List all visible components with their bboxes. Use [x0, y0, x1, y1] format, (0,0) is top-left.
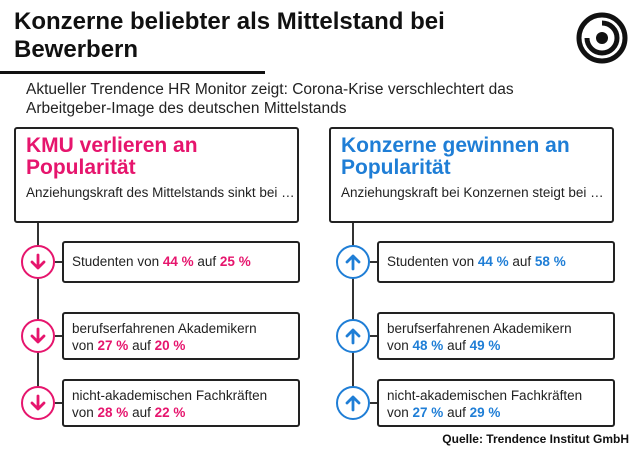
title-underline — [0, 71, 265, 74]
kmu-row-connector — [55, 335, 62, 337]
kmu-row-box: nicht-akademischen Fachkräften von 28 % a… — [62, 379, 300, 427]
kmu-row-von-label: von — [72, 405, 98, 420]
konzerne-panel-subtitle: Anziehungskraft bei Konzernen steigt bei… — [341, 185, 604, 200]
konzerne-row-von-label: von — [387, 338, 413, 353]
konzerne-row-auf-label: auf — [443, 338, 470, 353]
konzerne-row-category: Studenten — [387, 254, 449, 269]
kmu-trend-circle — [21, 386, 55, 420]
konzerne-panel-header: Konzerne gewinnen an Popularität Anziehu… — [329, 127, 614, 223]
konzerne-row-connector — [370, 261, 377, 263]
kmu-row-box: berufserfahrenen Akademikern von 27 % auf… — [62, 312, 300, 360]
kmu-row-category: nicht-akademischen Fachkräften — [72, 388, 268, 403]
kmu-timeline-line — [37, 223, 39, 413]
konzerne-row-auf-label: auf — [508, 254, 535, 269]
konzerne-row-to-value: 29 % — [469, 405, 501, 420]
konzerne-row-from-value: 44 % — [477, 254, 509, 269]
arrow-up-icon — [345, 395, 361, 412]
kmu-panel-header: KMU verlieren an Popularität Anziehungsk… — [14, 127, 299, 223]
kmu-row-auf-label: auf — [128, 338, 155, 353]
kmu-row-category: Studenten — [72, 254, 134, 269]
kmu-row-to-value: 20 % — [154, 338, 186, 353]
kmu-trend-circle — [21, 319, 55, 353]
kmu-row-auf-label: auf — [193, 254, 220, 269]
konzerne-panel-title: Konzerne gewinnen an Popularität — [341, 134, 570, 179]
source-note: Quelle: Trendence Institut GmbH — [442, 432, 629, 446]
kmu-row-von-label: von — [137, 254, 163, 269]
konzerne-row-box: Studenten von 44 % auf 58 % — [377, 241, 615, 283]
kmu-row-connector — [55, 261, 62, 263]
kmu-row-to-value: 22 % — [154, 405, 186, 420]
kmu-row-box: Studenten von 44 % auf 25 % — [62, 241, 300, 283]
konzerne-row-box: nicht-akademischen Fachkräften von 27 % a… — [377, 379, 615, 427]
arrow-down-icon — [30, 394, 46, 411]
kmu-trend-circle — [21, 245, 55, 279]
konzerne-row-from-value: 48 % — [412, 338, 444, 353]
subtitle: Aktueller Trendence HR Monitor zeigt: Co… — [26, 81, 514, 117]
konzerne-row-category: nicht-akademischen Fachkräften — [387, 388, 583, 403]
trendence-logo-icon — [576, 12, 628, 64]
kmu-row-to-value: 25 % — [219, 254, 251, 269]
konzerne-row-connector — [370, 335, 377, 337]
konzerne-row-connector — [370, 402, 377, 404]
kmu-row-von-label: von — [72, 338, 98, 353]
konzerne-trend-circle — [336, 386, 370, 420]
kmu-panel-title: KMU verlieren an Popularität — [26, 134, 198, 179]
kmu-row-from-value: 28 % — [97, 405, 129, 420]
konzerne-row-von-label: von — [452, 254, 478, 269]
arrow-down-icon — [30, 327, 46, 344]
arrow-up-icon — [345, 254, 361, 271]
kmu-row-from-value: 44 % — [162, 254, 194, 269]
konzerne-row-von-label: von — [387, 405, 413, 420]
kmu-row-auf-label: auf — [128, 405, 155, 420]
konzerne-row-from-value: 27 % — [412, 405, 444, 420]
konzerne-trend-circle — [336, 319, 370, 353]
kmu-row-from-value: 27 % — [97, 338, 129, 353]
arrow-down-icon — [30, 253, 46, 270]
konzerne-row-auf-label: auf — [443, 405, 470, 420]
konzerne-row-box: berufserfahrenen Akademikern von 48 % auf… — [377, 312, 615, 360]
kmu-panel-subtitle: Anziehungskraft des Mittelstands sinkt b… — [26, 185, 295, 200]
arrow-up-icon — [345, 328, 361, 345]
konzerne-row-to-value: 58 % — [534, 254, 566, 269]
konzerne-trend-circle — [336, 245, 370, 279]
kmu-row-connector — [55, 402, 62, 404]
konzerne-timeline-line — [352, 223, 354, 413]
konzerne-row-category: berufserfahrenen Akademikern — [387, 321, 572, 336]
konzerne-row-to-value: 49 % — [469, 338, 501, 353]
page-title: Konzerne beliebter als Mittelstand bei B… — [14, 8, 445, 63]
kmu-row-category: berufserfahrenen Akademikern — [72, 321, 257, 336]
